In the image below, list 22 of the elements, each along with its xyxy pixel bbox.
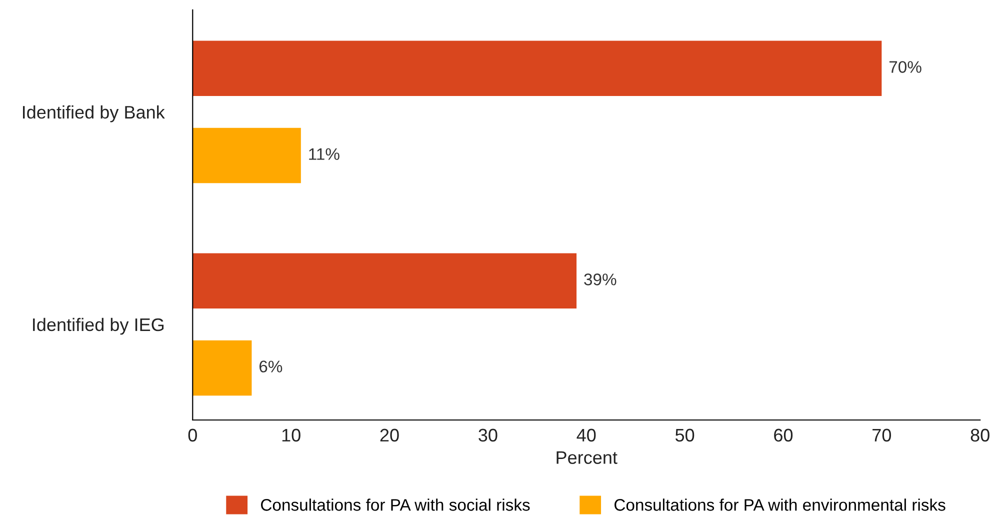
- bar: [192, 340, 252, 396]
- x-tick-label: 40: [576, 428, 596, 442]
- data-label: 70%: [889, 61, 922, 73]
- legend-label: Consultations for PA with social risks: [261, 498, 530, 511]
- x-tick-label: 20: [380, 428, 399, 442]
- data-label: 11%: [309, 148, 340, 160]
- y-tick-label: Identified by IEG: [33, 318, 164, 335]
- x-tick-label: 70: [872, 428, 891, 442]
- x-axis-title: Percent: [556, 451, 618, 464]
- x-tick-label: 80: [970, 428, 990, 442]
- x-tick-label: 30: [478, 428, 498, 442]
- x-tick-label: 10: [282, 428, 300, 442]
- y-tick-label: Identified by Bank: [23, 105, 165, 122]
- data-label: 39%: [584, 274, 616, 286]
- data-label: 6%: [259, 360, 282, 372]
- bar: [192, 128, 301, 184]
- x-tick-label: 0: [188, 428, 197, 442]
- bar: [192, 253, 577, 308]
- x-tick-label: 50: [675, 428, 694, 442]
- bar: [192, 40, 882, 96]
- legend-label: Consultations for PA with environmental risks: [614, 498, 946, 511]
- x-tick-label: 60: [774, 428, 793, 442]
